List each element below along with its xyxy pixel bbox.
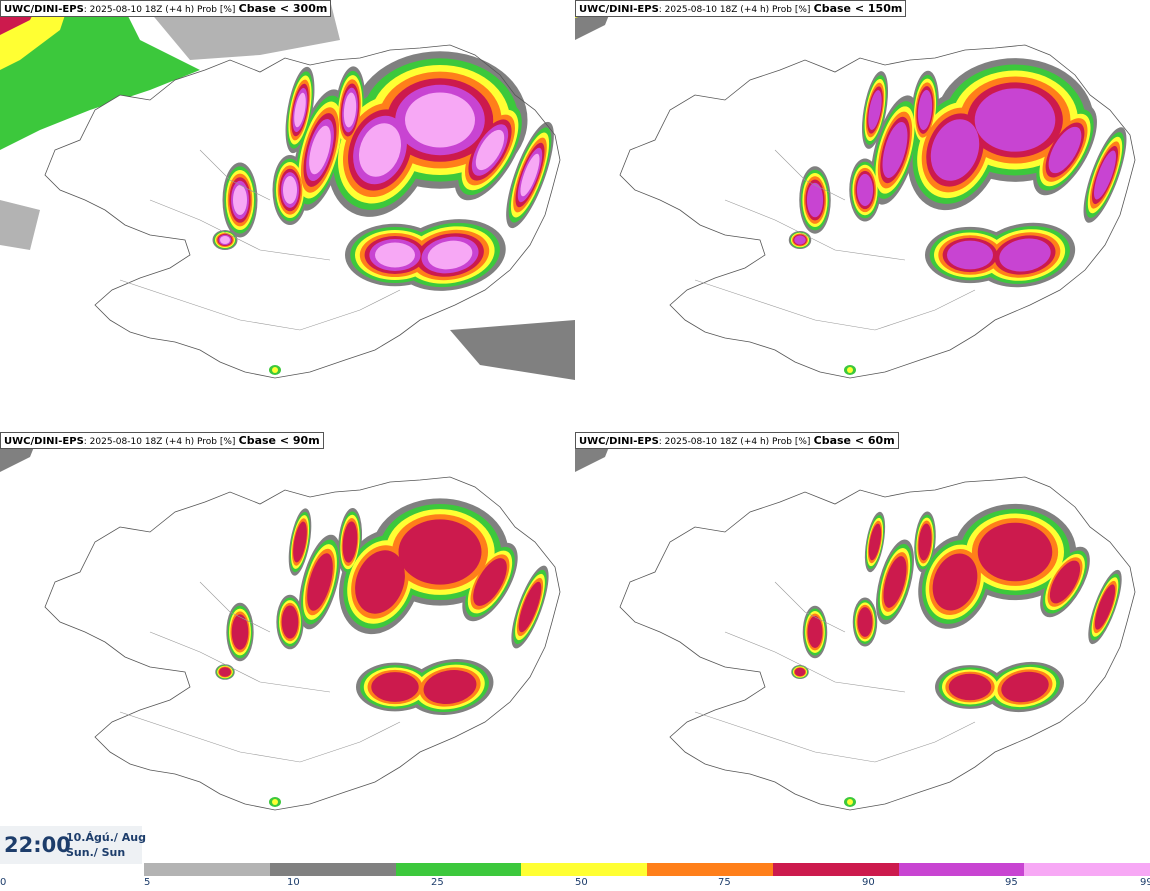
legend-tick-label: 0 — [0, 877, 7, 888]
legend-swatch — [647, 863, 773, 876]
panel-title: UWC/DINI-EPS: 2025-08-10 18Z (+4 h) Prob… — [0, 0, 332, 17]
legend-tick-label: 50 — [575, 877, 588, 888]
valid-time-box — [0, 826, 142, 864]
map-panel-150m: UWC/DINI-EPS: 2025-08-10 18Z (+4 h) Prob… — [575, 0, 1150, 430]
legend-swatch — [1024, 863, 1150, 876]
legend-tick-label: 10 — [287, 877, 300, 888]
iceland-map-60m — [575, 432, 1136, 811]
valid-weekday: Sun./ Sun — [66, 846, 126, 859]
iceland-map-300m — [0, 0, 575, 380]
legend-swatch — [521, 863, 647, 876]
iceland-map-150m — [575, 0, 1136, 379]
panel-title: UWC/DINI-EPS: 2025-08-10 18Z (+4 h) Prob… — [575, 432, 899, 449]
panel-title: UWC/DINI-EPS: 2025-08-10 18Z (+4 h) Prob… — [0, 432, 324, 449]
legend-swatch — [898, 863, 1025, 876]
iceland-map-90m — [0, 432, 561, 811]
panel-title: UWC/DINI-EPS: 2025-08-10 18Z (+4 h) Prob… — [575, 0, 907, 17]
legend-tick-label: 25 — [431, 877, 444, 888]
legend-swatch — [269, 863, 396, 876]
map-panel-90m: UWC/DINI-EPS: 2025-08-10 18Z (+4 h) Prob… — [0, 432, 575, 862]
map-panel-300m: UWC/DINI-EPS: 2025-08-10 18Z (+4 h) Prob… — [0, 0, 575, 430]
legend-tick-label: 90 — [862, 877, 875, 888]
legend-swatch — [772, 863, 899, 876]
legend-tick-label: 5 — [144, 877, 151, 888]
legend-colorbar — [144, 863, 1150, 876]
legend-tick-label: 99 — [1140, 877, 1150, 888]
map-panel-60m: UWC/DINI-EPS: 2025-08-10 18Z (+4 h) Prob… — [575, 432, 1150, 862]
legend-tick-label: 75 — [718, 877, 731, 888]
legend-swatch — [144, 863, 270, 876]
legend-swatch — [395, 863, 522, 876]
valid-time: 22:00 — [4, 833, 71, 857]
legend-tick-label: 95 — [1005, 877, 1018, 888]
valid-date: 10.Ágú./ Aug — [66, 831, 146, 844]
